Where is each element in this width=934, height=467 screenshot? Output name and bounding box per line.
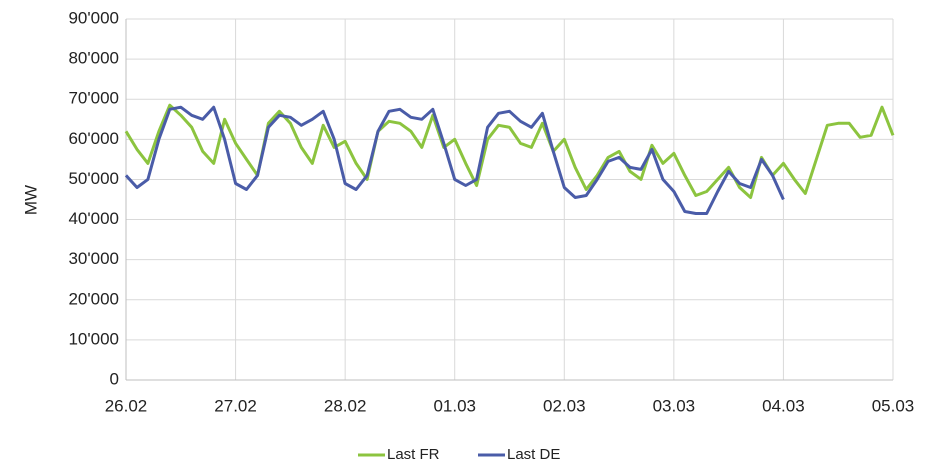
legend-label: Last DE — [507, 446, 560, 463]
y-tick-label: 70'000 — [68, 89, 119, 108]
y-tick-label: 0 — [110, 369, 119, 388]
data-line — [124, 105, 785, 215]
y-tick-label: 10'000 — [68, 329, 119, 348]
y-tick-label: 60'000 — [68, 129, 119, 148]
y-tick-label: 30'000 — [68, 249, 119, 268]
y-tick-label: 90'000 — [68, 8, 119, 27]
x-tick-label: 05.03 — [872, 396, 915, 415]
y-axis-label: MW — [21, 185, 40, 215]
x-tick-label: 04.03 — [762, 396, 805, 415]
x-tick-label: 27.02 — [214, 396, 257, 415]
x-tick-label: 28.02 — [324, 396, 367, 415]
legend-label: Last FR — [387, 446, 440, 463]
x-tick-label: 26.02 — [105, 396, 148, 415]
legend: Last FR Last DE — [358, 446, 560, 463]
x-tick-label: 01.03 — [433, 396, 476, 415]
data-line — [124, 103, 895, 199]
x-tick-label: 03.03 — [653, 396, 696, 415]
x-tick-label: 02.03 — [543, 396, 586, 415]
y-tick-label: 50'000 — [68, 169, 119, 188]
y-tick-label: 80'000 — [68, 49, 119, 68]
y-tick-label: 20'000 — [68, 289, 119, 308]
y-tick-label: 40'000 — [68, 209, 119, 228]
